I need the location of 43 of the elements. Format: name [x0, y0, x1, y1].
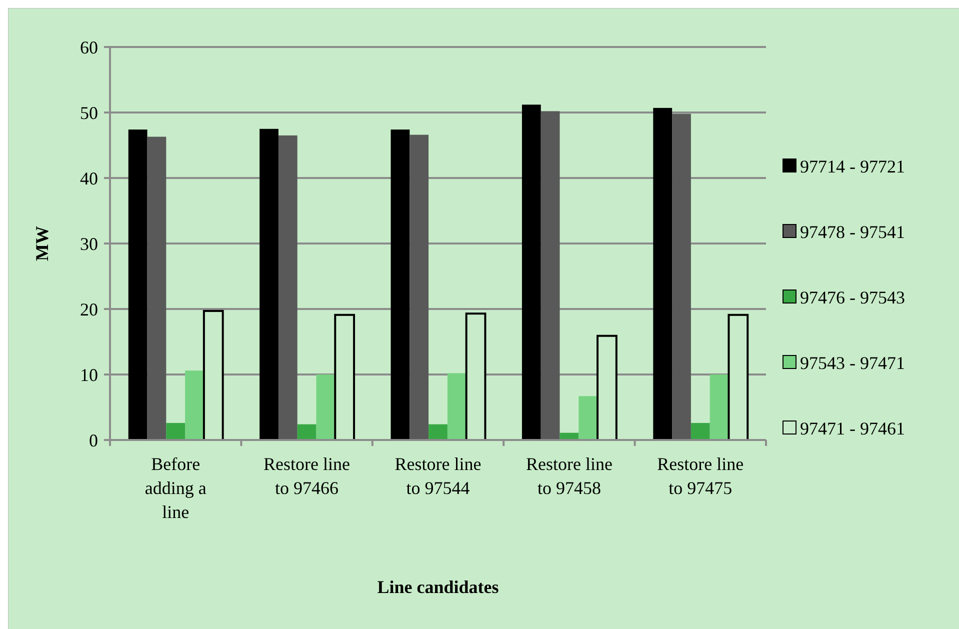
x-tick-label: Restore line to 97544 — [394, 454, 482, 498]
bar — [316, 374, 336, 440]
y-tick-label: 10 — [80, 364, 98, 385]
bar — [465, 312, 486, 441]
legend-label: 97476 - 97543 — [800, 287, 905, 308]
bar — [540, 111, 560, 440]
y-axis-title: MW — [32, 226, 52, 261]
y-tick-label: 30 — [80, 234, 98, 254]
legend-label: 97478 - 97541 — [800, 222, 905, 242]
bar — [428, 424, 448, 440]
bar — [653, 108, 672, 440]
bar — [672, 114, 691, 440]
legend-label: 97714 - 97721 — [800, 156, 905, 176]
x-tick-label: Restore line to 97475 — [657, 454, 744, 498]
bar — [578, 396, 598, 440]
bar — [596, 334, 618, 441]
x-tick-label: Before adding a line — [144, 454, 206, 522]
bar — [522, 104, 541, 440]
bar — [334, 314, 356, 441]
bar — [447, 373, 466, 440]
bar — [202, 310, 224, 441]
bar — [147, 136, 166, 440]
x-tick-label: Restore line to 97466 — [264, 454, 350, 498]
bar — [390, 130, 410, 440]
bar — [710, 374, 729, 440]
bar — [260, 128, 278, 440]
bar — [690, 422, 710, 440]
bar — [128, 130, 148, 440]
y-tick-label: 60 — [80, 37, 98, 58]
y-tick-label: 40 — [80, 168, 98, 188]
y-tick-label: 20 — [80, 299, 98, 320]
bar — [166, 422, 186, 440]
x-axis-title: Line candidates — [377, 577, 499, 597]
bar — [410, 134, 429, 440]
bar — [297, 424, 316, 440]
legend-label: 97543 - 97471 — [800, 352, 905, 373]
bar — [185, 370, 204, 440]
y-tick-label: 50 — [80, 102, 98, 123]
x-tick-label: Restore line to 97458 — [526, 454, 612, 498]
legend-label: 97471 - 97461 — [800, 418, 905, 438]
bar — [278, 135, 298, 440]
bar — [728, 314, 749, 441]
y-tick-label: 0 — [89, 430, 98, 450]
